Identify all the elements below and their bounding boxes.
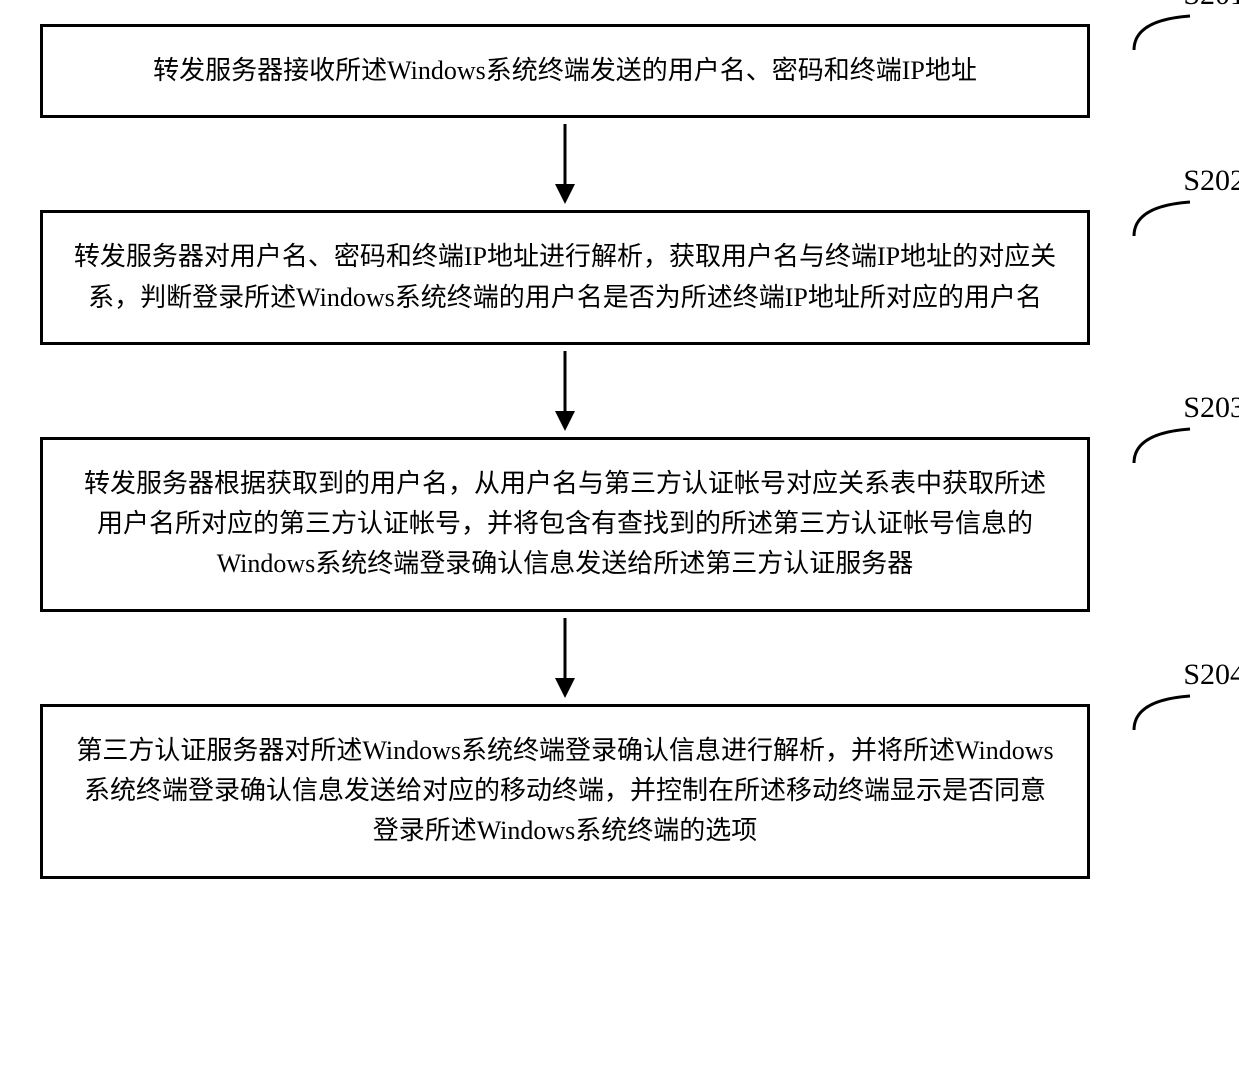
step-s201: S201 转发服务器接收所述Windows系统终端发送的用户名、密码和终端IP地… xyxy=(40,24,1200,118)
step-s204: S204 第三方认证服务器对所述Windows系统终端登录确认信息进行解析，并将… xyxy=(40,704,1200,879)
arrow-s201-s202 xyxy=(40,118,1090,210)
step-text-s202: 转发服务器对用户名、密码和终端IP地址进行解析，获取用户名与终端IP地址的对应关… xyxy=(74,242,1056,311)
step-label-s201: S201 xyxy=(1183,0,1239,12)
leader-curve-s202 xyxy=(1132,200,1192,238)
arrow-s202-s203 xyxy=(40,345,1090,437)
step-box-s202: 转发服务器对用户名、密码和终端IP地址进行解析，获取用户名与终端IP地址的对应关… xyxy=(40,210,1090,345)
step-text-s201: 转发服务器接收所述Windows系统终端发送的用户名、密码和终端IP地址 xyxy=(153,56,977,85)
step-box-s204: 第三方认证服务器对所述Windows系统终端登录确认信息进行解析，并将所述Win… xyxy=(40,704,1090,879)
leader-curve-s204 xyxy=(1132,694,1192,732)
arrow-s203-s204 xyxy=(40,612,1090,704)
leader-curve-s201 xyxy=(1132,14,1192,52)
step-text-s203: 转发服务器根据获取到的用户名，从用户名与第三方认证帐号对应关系表中获取所述用户名… xyxy=(84,469,1046,579)
step-label-s204: S204 xyxy=(1183,658,1239,692)
step-box-s203: 转发服务器根据获取到的用户名，从用户名与第三方认证帐号对应关系表中获取所述用户名… xyxy=(40,437,1090,612)
step-box-s201: 转发服务器接收所述Windows系统终端发送的用户名、密码和终端IP地址 xyxy=(40,24,1090,118)
step-label-s203: S203 xyxy=(1183,391,1239,425)
step-label-s202: S202 xyxy=(1183,164,1239,198)
step-s202: S202 转发服务器对用户名、密码和终端IP地址进行解析，获取用户名与终端IP地… xyxy=(40,210,1200,345)
step-s203: S203 转发服务器根据获取到的用户名，从用户名与第三方认证帐号对应关系表中获取… xyxy=(40,437,1200,612)
flowchart-container: S201 转发服务器接收所述Windows系统终端发送的用户名、密码和终端IP地… xyxy=(40,24,1200,879)
leader-curve-s203 xyxy=(1132,427,1192,465)
step-text-s204: 第三方认证服务器对所述Windows系统终端登录确认信息进行解析，并将所述Win… xyxy=(76,736,1053,846)
